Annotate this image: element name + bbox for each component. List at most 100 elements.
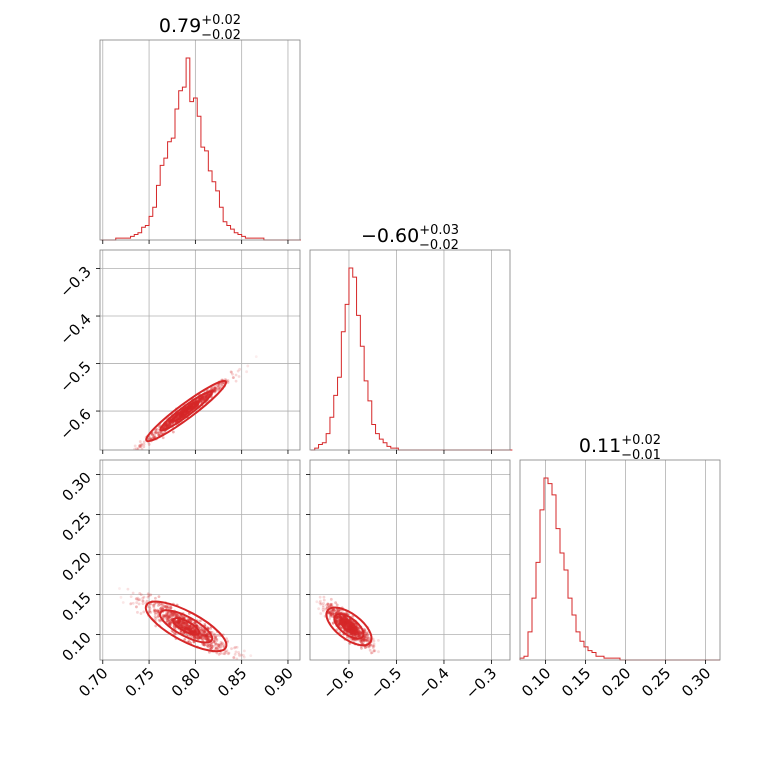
sample-point	[363, 630, 367, 633]
sample-point	[346, 624, 350, 628]
sample-point	[358, 633, 361, 636]
sample-point	[237, 652, 241, 656]
sample-point	[206, 635, 210, 639]
sample-point	[182, 623, 186, 627]
sample-point	[173, 626, 176, 630]
sample-point	[203, 394, 207, 397]
sample-point	[222, 381, 226, 385]
sample-point	[168, 422, 171, 426]
sample-point	[181, 626, 185, 630]
sample-point	[217, 387, 220, 391]
sample-point	[200, 398, 204, 402]
sample-point	[138, 445, 142, 448]
sample-point	[212, 639, 216, 643]
sample-point	[153, 435, 157, 439]
sample-point	[356, 634, 360, 637]
sample-point	[182, 632, 185, 635]
sample-point	[177, 622, 181, 626]
sample-point	[335, 618, 339, 621]
sample-point	[329, 613, 333, 617]
sample-point	[362, 640, 365, 644]
sample-point	[372, 639, 376, 643]
contour-level-2	[144, 600, 228, 653]
sample-point	[351, 633, 355, 637]
sample-point	[341, 615, 345, 619]
sample-point	[236, 369, 240, 373]
sample-point	[226, 652, 230, 656]
sample-point	[328, 617, 331, 621]
sample-point	[324, 607, 327, 611]
histogram-1	[310, 267, 513, 451]
sample-point	[219, 640, 223, 644]
sample-point	[195, 623, 199, 627]
sample-point	[164, 424, 168, 428]
sample-point	[149, 610, 153, 614]
sample-point	[358, 635, 361, 638]
x-tick-label: 0.30	[678, 664, 714, 700]
sample-point	[209, 643, 213, 647]
sample-point	[191, 630, 195, 634]
sample-point	[180, 412, 184, 416]
sample-point	[205, 643, 209, 647]
sample-point	[188, 406, 192, 410]
sample-point	[166, 605, 170, 609]
sample-point	[154, 609, 157, 613]
sample-point	[350, 627, 354, 631]
sample-point	[206, 635, 210, 639]
sample-point	[194, 630, 198, 634]
sample-point	[186, 625, 190, 629]
sample-point	[134, 597, 138, 601]
sample-point	[184, 627, 188, 630]
sample-point	[338, 621, 342, 625]
x-tick-label: −0.3	[462, 664, 500, 702]
sample-point	[366, 633, 370, 637]
y-tick-label: −0.5	[56, 358, 94, 396]
sample-point	[348, 625, 352, 629]
sample-point	[205, 634, 209, 638]
sample-point	[352, 628, 355, 631]
sample-point	[363, 628, 367, 632]
sample-point	[330, 610, 334, 614]
sample-point	[202, 643, 206, 646]
sample-point	[318, 601, 322, 605]
sample-point	[353, 633, 357, 637]
sample-point	[329, 611, 333, 615]
sample-point	[167, 618, 171, 622]
sample-point	[319, 599, 322, 603]
sample-point	[169, 421, 172, 425]
x-tick-label: 0.80	[168, 664, 204, 700]
sample-point	[183, 621, 186, 624]
sample-point	[177, 619, 181, 623]
sample-point	[351, 627, 355, 631]
sample-point	[169, 419, 173, 423]
sample-point	[345, 621, 349, 625]
sample-point	[335, 616, 339, 620]
sample-point	[203, 643, 207, 647]
sample-point	[208, 645, 212, 649]
sample-point	[193, 630, 196, 633]
sample-point	[157, 425, 161, 429]
sample-point	[179, 623, 182, 627]
sample-point	[192, 627, 196, 630]
sample-point	[187, 407, 191, 411]
sample-point	[237, 375, 241, 378]
sample-point	[148, 609, 152, 613]
sample-point	[201, 628, 205, 631]
sample-point	[215, 646, 218, 650]
sample-point	[183, 625, 187, 629]
sample-point	[337, 619, 341, 623]
title-value: 0.11	[579, 435, 621, 457]
sample-point	[331, 611, 335, 615]
sample-point	[351, 633, 355, 637]
sample-point	[206, 638, 210, 641]
sample-point	[182, 616, 186, 620]
sample-point	[165, 614, 169, 618]
sample-point	[360, 639, 364, 643]
sample-point	[198, 636, 201, 640]
sample-point	[187, 640, 191, 643]
sample-point	[203, 622, 207, 626]
sample-point	[184, 410, 187, 413]
sample-point	[335, 616, 339, 620]
sample-point	[217, 643, 220, 646]
